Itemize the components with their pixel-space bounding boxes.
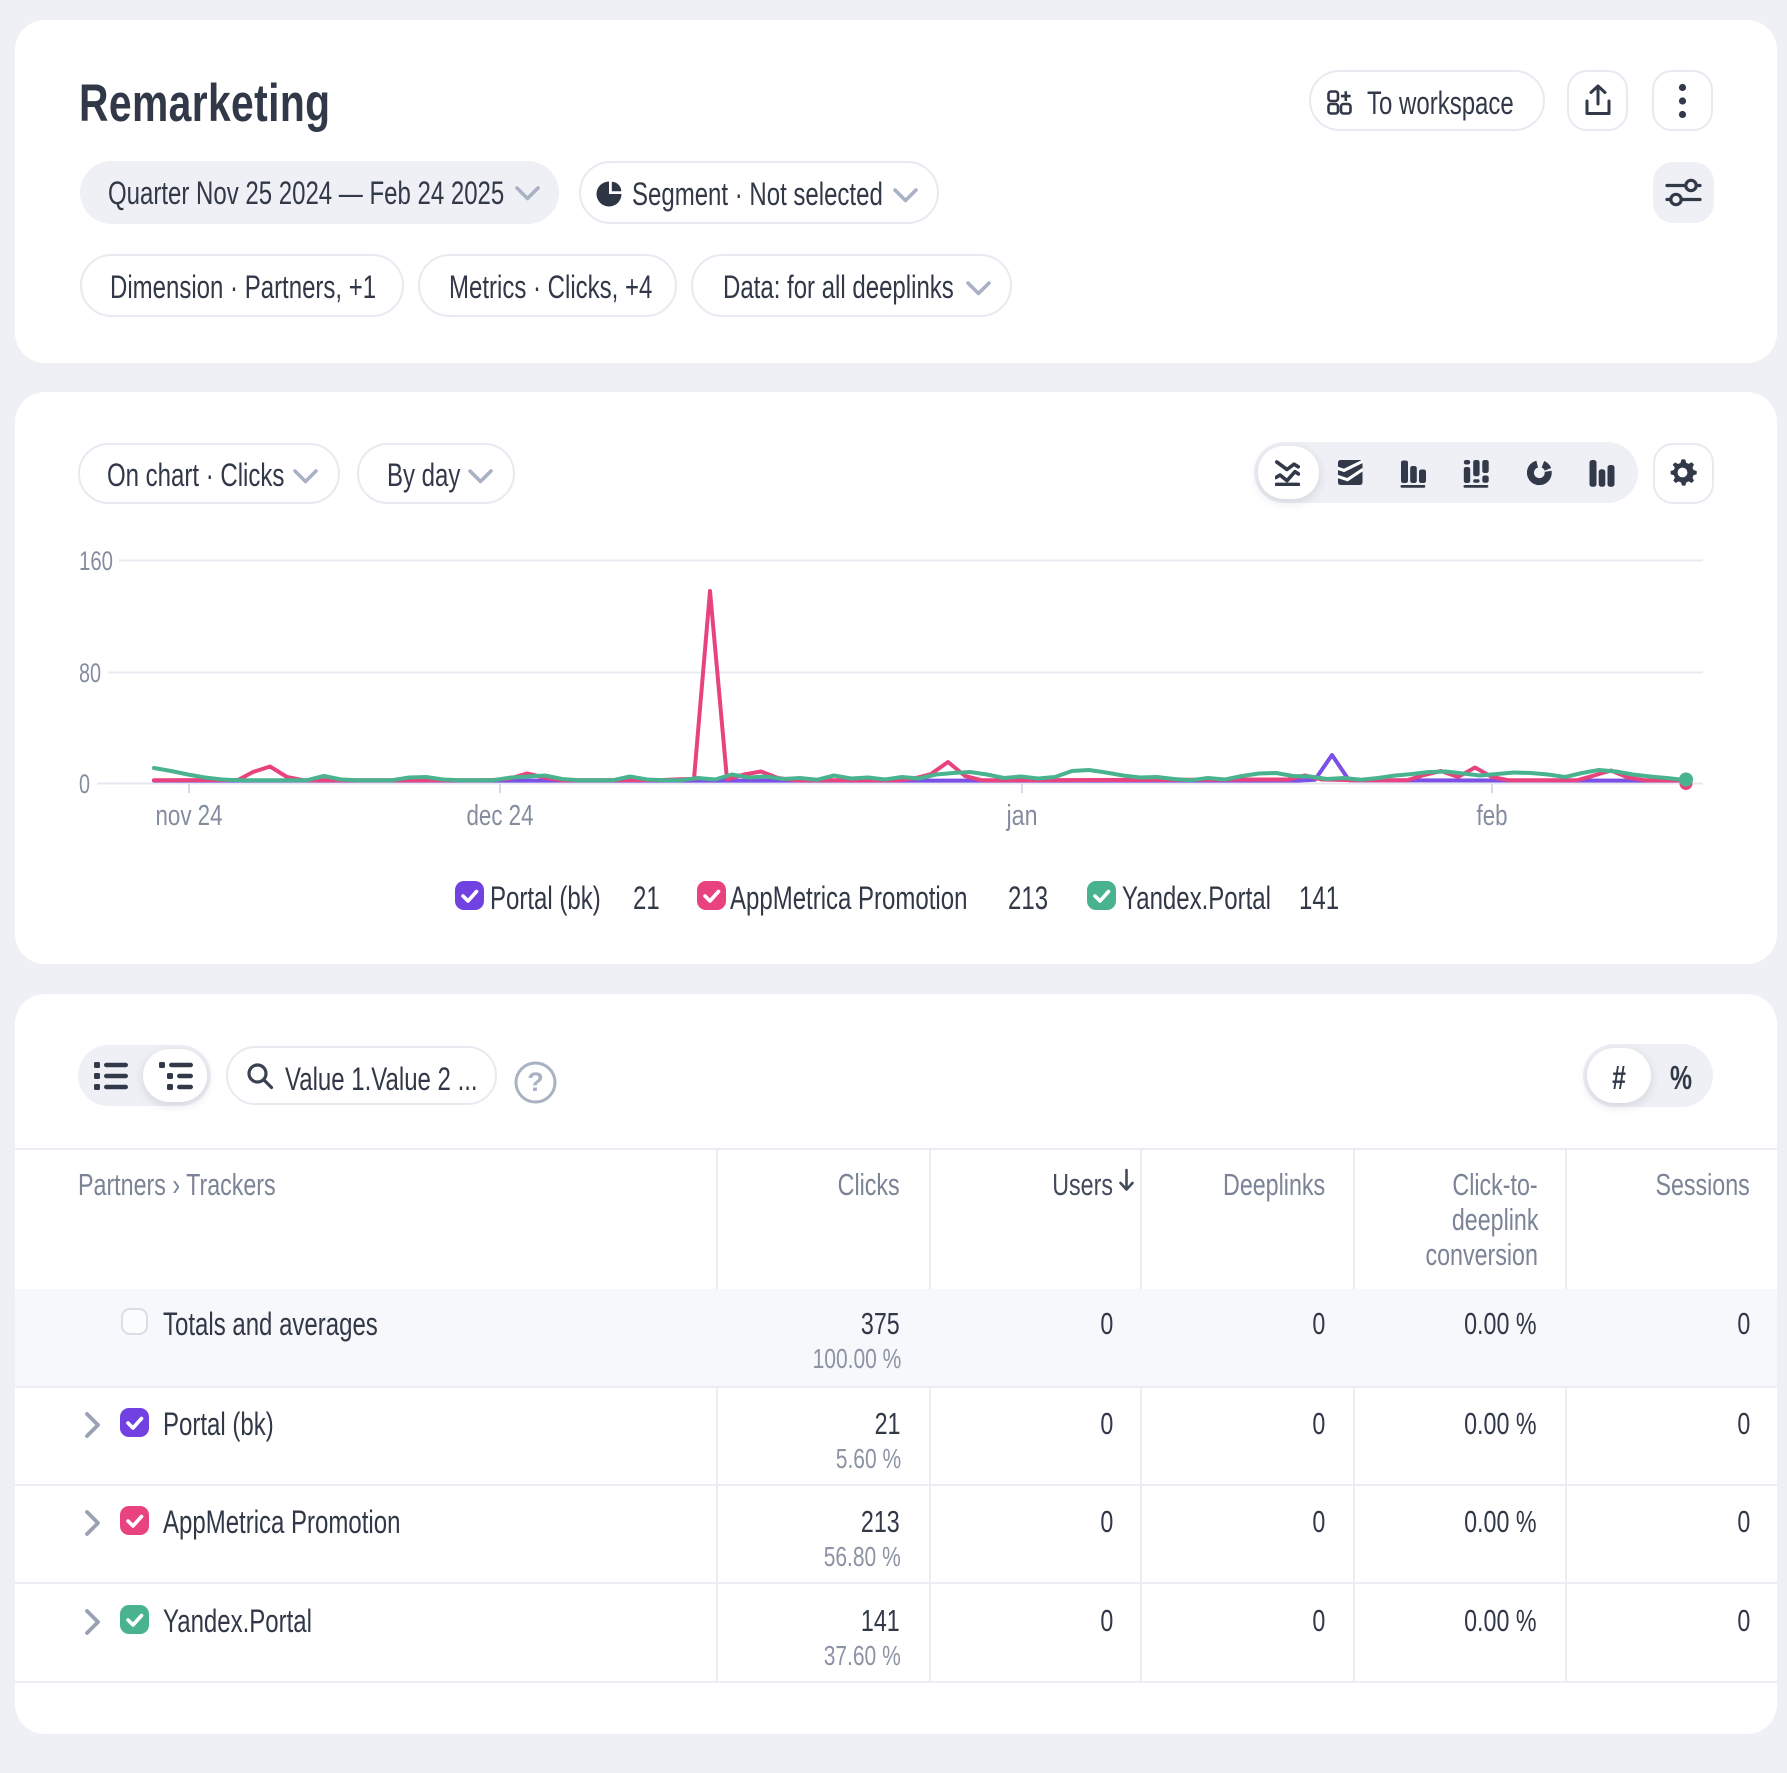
svg-text:?: ? xyxy=(527,1067,544,1097)
svg-text:jan: jan xyxy=(1006,800,1038,832)
svg-text:dec 24: dec 24 xyxy=(467,800,534,832)
svg-text:nov 24: nov 24 xyxy=(156,800,223,832)
svg-text:160: 160 xyxy=(79,546,113,576)
svg-text:80: 80 xyxy=(79,658,101,688)
svg-text:feb: feb xyxy=(1477,800,1508,832)
svg-text:0: 0 xyxy=(79,769,90,799)
